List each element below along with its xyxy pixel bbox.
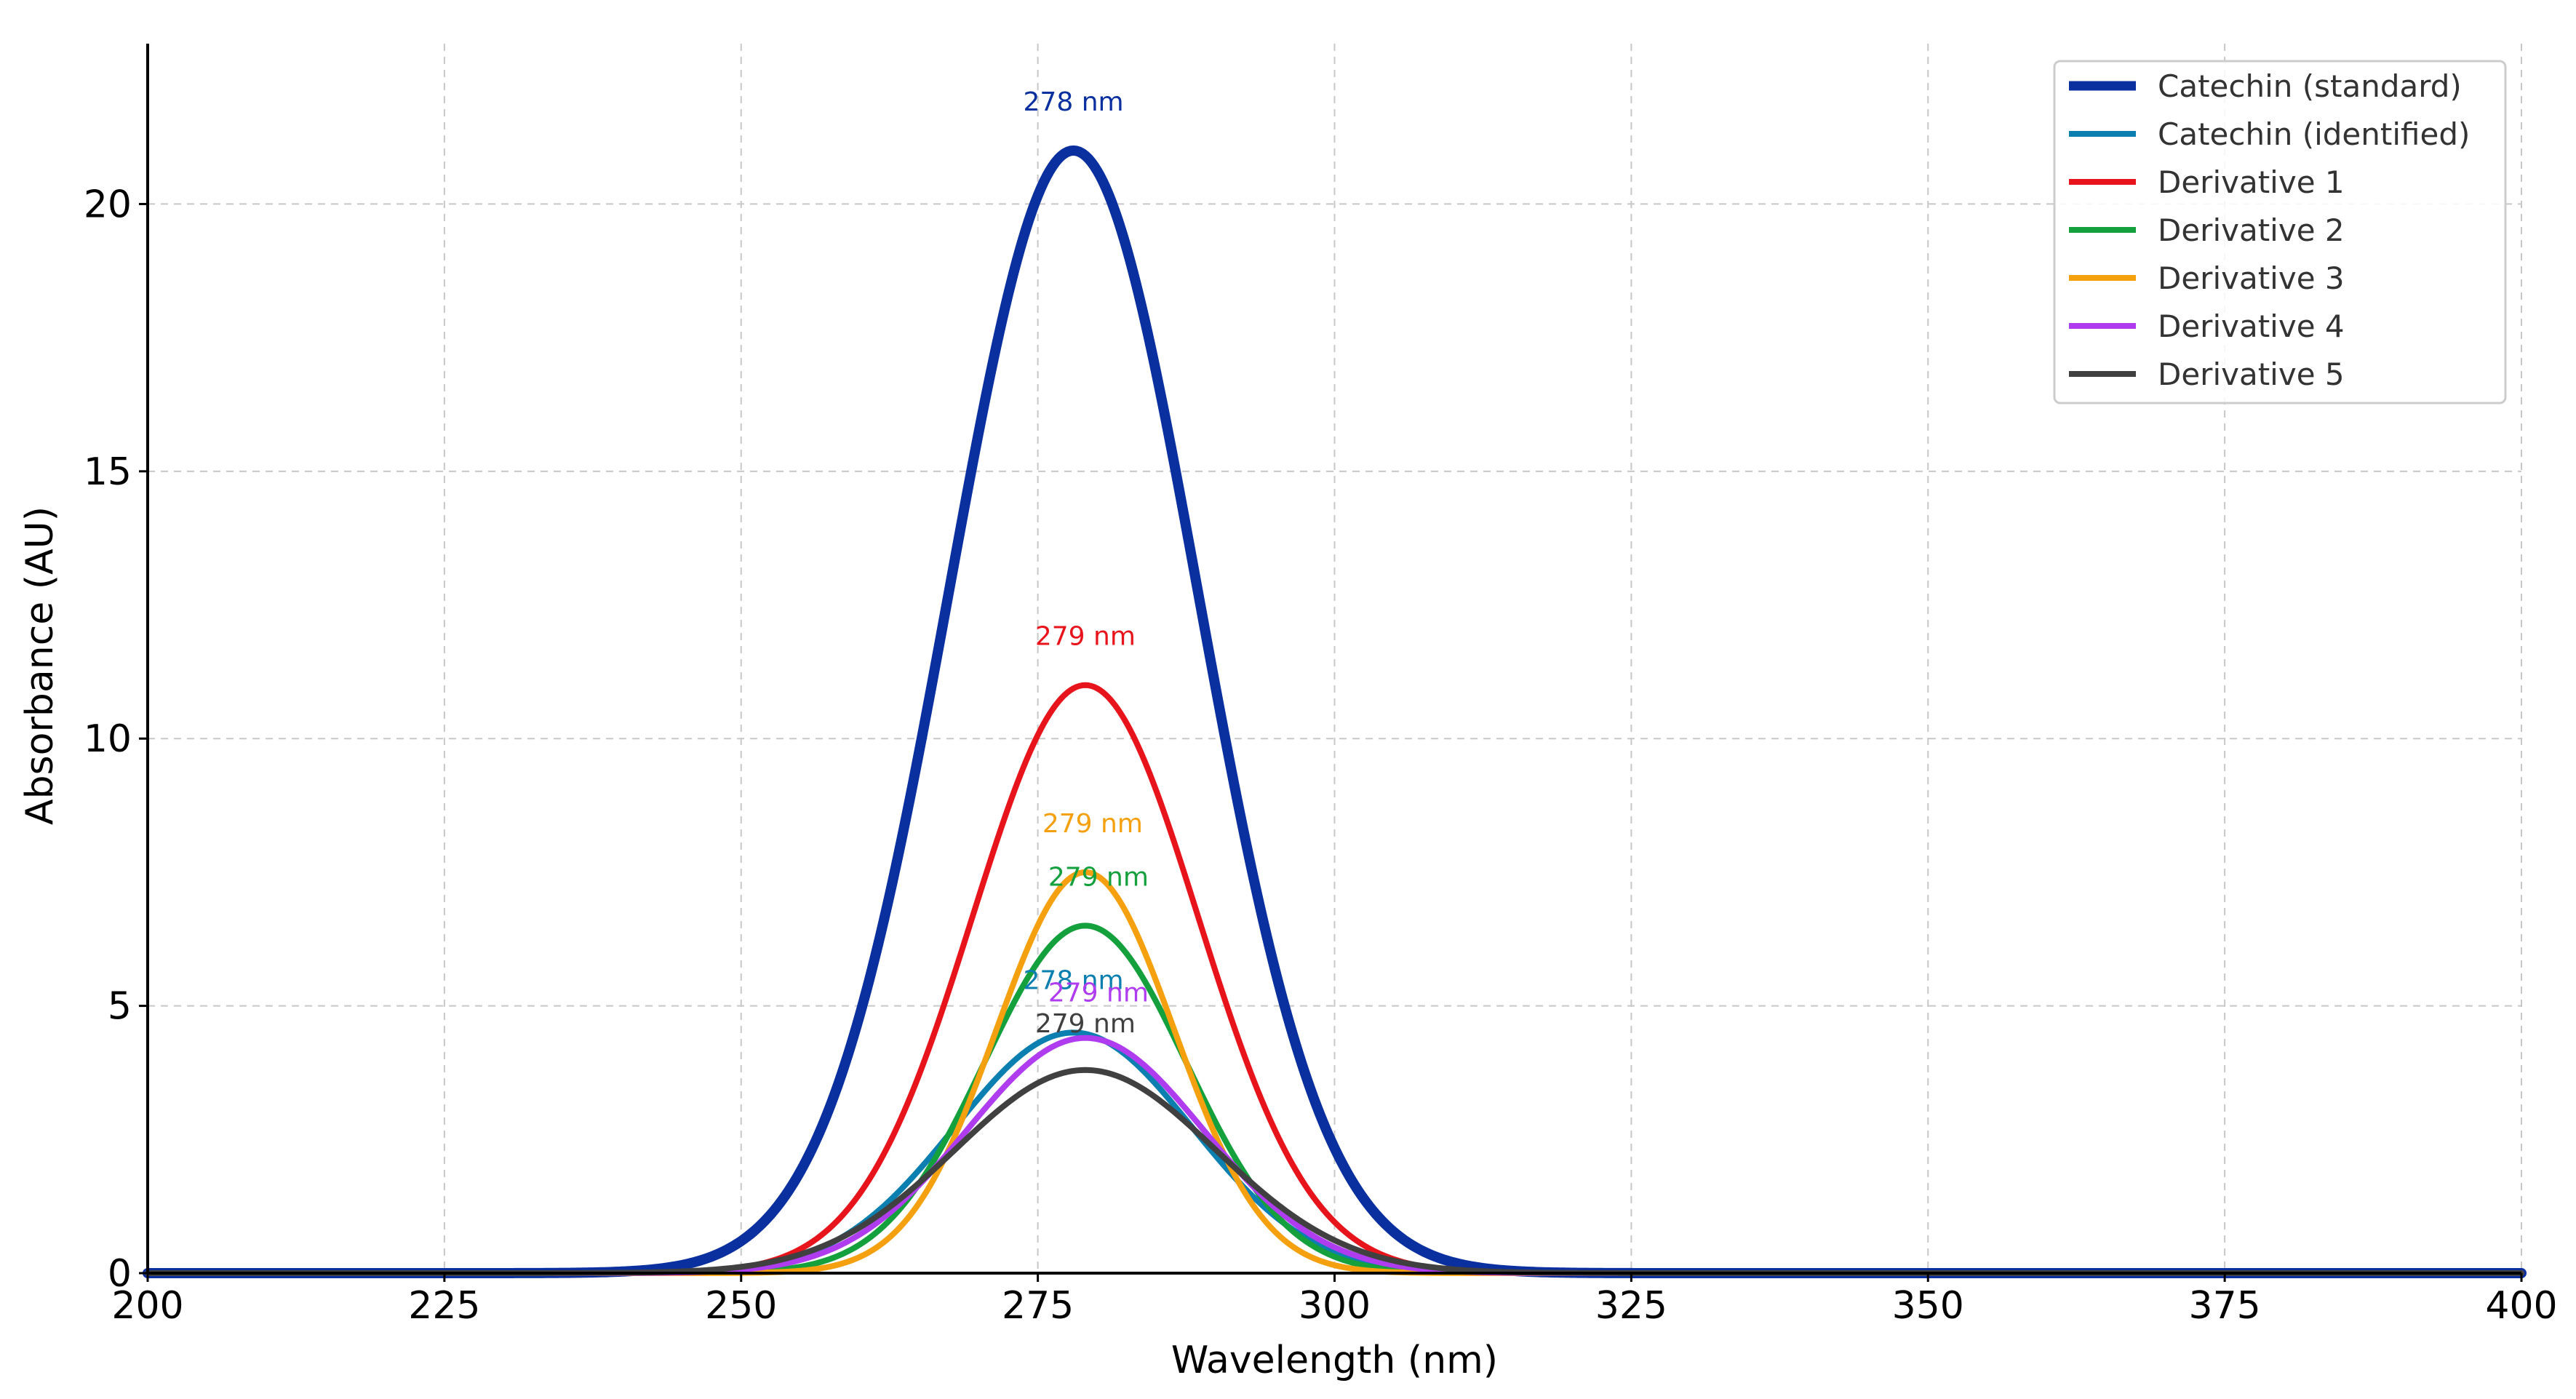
peak-label: 279 nm [1035,1009,1136,1039]
y-tick-labels: 0 5 10 15 20 [84,183,148,1296]
y-tick-label: 5 [108,985,132,1029]
legend-entry: Derivative 3 [2158,260,2345,296]
peak-label: 278 nm [1024,965,1124,995]
x-axis-label: Wavelength (nm) [1171,1339,1498,1382]
x-tick-label: 250 [705,1284,777,1328]
x-tick-labels: 200 225 250 275 300 325 350 375 400 [111,1273,2558,1328]
y-tick-label: 0 [108,1252,132,1296]
y-tick-label: 20 [84,183,132,226]
x-tick-label: 375 [2188,1284,2260,1328]
y-tick-label: 15 [84,450,132,494]
legend-entry: Derivative 1 [2158,164,2345,200]
y-tick-label: 10 [84,717,132,761]
peak-label: 279 nm [1042,809,1143,839]
y-axis-label: Absorbance (AU) [18,506,62,825]
x-tick-label: 275 [1002,1284,1074,1328]
x-tick-label: 200 [111,1284,183,1328]
peak-label: 279 nm [1035,622,1136,652]
x-tick-label: 300 [1299,1284,1371,1328]
legend: Catechin (standard) Catechin (identified)… [2053,60,2507,404]
x-tick-label: 350 [1892,1284,1964,1328]
peak-label: 279 nm [1048,978,1149,1008]
x-tick-label: 325 [1595,1284,1667,1328]
peak-label: 278 nm [1024,87,1124,117]
legend-box [2053,60,2507,404]
peak-label: 279 nm [1048,862,1149,892]
legend-entry: Catechin (standard) [2158,68,2462,104]
legend-entry: Derivative 2 [2158,212,2345,248]
legend-entry: Derivative 4 [2158,308,2345,344]
x-tick-label: 225 [408,1284,480,1328]
legend-entry: Catechin (identified) [2158,116,2470,152]
legend-entry: Derivative 5 [2158,356,2345,392]
x-tick-label: 400 [2485,1284,2557,1328]
